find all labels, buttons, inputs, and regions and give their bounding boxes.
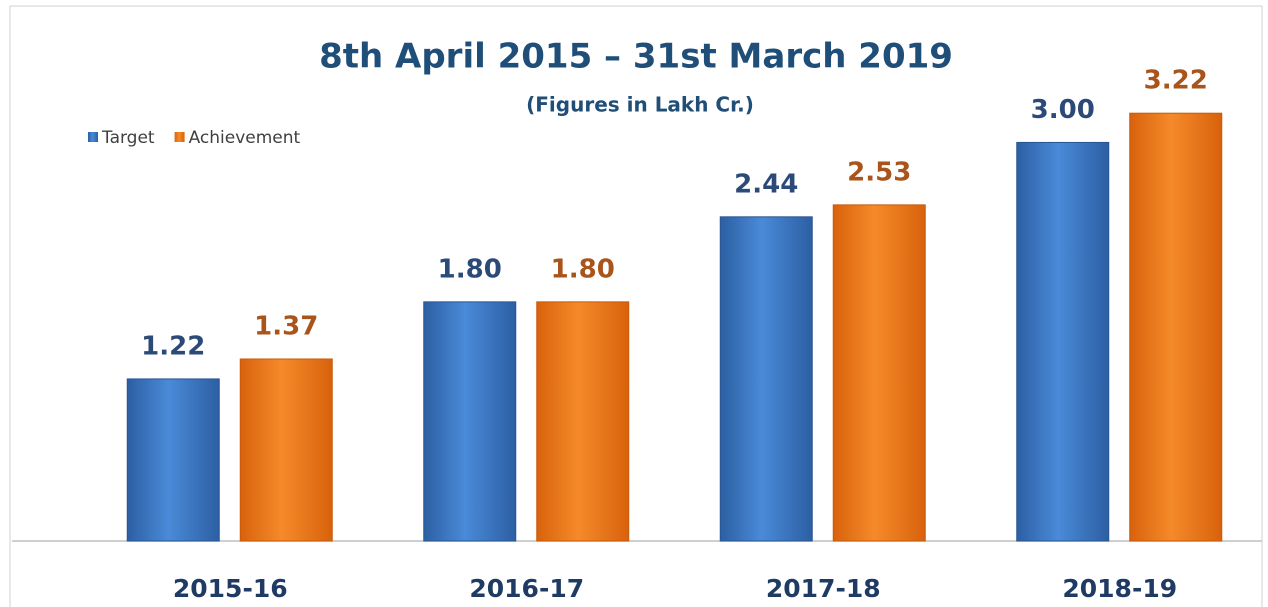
legend-swatch — [88, 132, 98, 142]
bar — [536, 301, 630, 542]
bar — [239, 358, 333, 542]
x-tick-label: 2018-19 — [1062, 574, 1177, 603]
chart-subtitle: (Figures in Lakh Cr.) — [526, 93, 754, 117]
x-tick-label: 2015-16 — [173, 574, 288, 603]
bar — [719, 216, 813, 542]
chart-title: 8th April 2015 – 31st March 2019 — [319, 37, 953, 77]
bar — [126, 378, 220, 542]
value-label: 2.44 — [734, 169, 798, 199]
legend-swatch — [174, 132, 185, 142]
bar — [1016, 141, 1110, 542]
x-tick-label: 2016-17 — [469, 574, 584, 603]
bar — [1129, 112, 1223, 542]
chart-frame — [9, 5, 1263, 607]
value-label: 2.53 — [847, 157, 911, 187]
legend-label: Target — [101, 128, 155, 148]
value-label: 1.80 — [438, 254, 502, 284]
value-label: 1.37 — [254, 311, 318, 341]
value-label: 1.22 — [141, 331, 205, 361]
bar — [832, 204, 926, 542]
value-label: 3.22 — [1144, 66, 1208, 96]
legend-label: Achievement — [189, 128, 301, 148]
x-tick-label: 2017-18 — [766, 574, 881, 603]
value-label: 3.00 — [1031, 95, 1095, 125]
bar — [423, 301, 517, 542]
value-label: 1.80 — [551, 254, 615, 284]
